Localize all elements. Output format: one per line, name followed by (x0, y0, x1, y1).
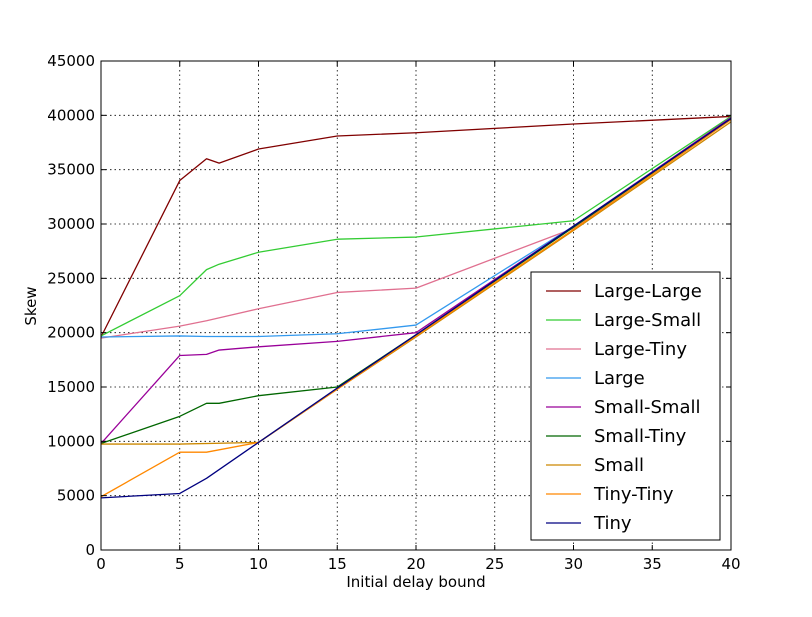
x-tick-label: 20 (406, 555, 425, 573)
x-tick-label: 5 (175, 555, 185, 573)
y-tick-label: 10000 (47, 432, 95, 450)
legend-label: Small-Small (594, 397, 700, 418)
x-axis-label: Initial delay bound (346, 573, 485, 591)
x-tick-label: 35 (643, 555, 662, 573)
series-line-large (100, 116, 732, 338)
y-tick-label: 45000 (47, 52, 95, 70)
legend-label: Large (594, 368, 645, 389)
legend-label: Large-Tiny (594, 339, 687, 360)
legend-label: Tiny-Tiny (593, 484, 674, 505)
series-line-tiny (100, 118, 732, 499)
legend-label: Large-Small (594, 310, 701, 331)
legend: Large-Large Large-Small Large-Tiny Large Sma… (530, 271, 721, 541)
y-tick-label: 25000 (47, 269, 95, 287)
y-tick-label: 20000 (47, 324, 95, 342)
series-line-large-tiny (100, 116, 732, 339)
legend-label: Small (594, 455, 644, 476)
x-tick-label: 10 (249, 555, 268, 573)
y-tick-label: 30000 (47, 215, 95, 233)
y-axis-label: Skew (22, 286, 40, 325)
y-tick-label: 40000 (47, 106, 95, 124)
legend-label: Tiny (593, 513, 632, 534)
legend-label: Large-Large (594, 281, 702, 302)
x-tick-label: 25 (485, 555, 504, 573)
y-tick-label: 5000 (57, 487, 95, 505)
x-tick-label: 40 (721, 555, 740, 573)
y-tick-label: 0 (85, 541, 95, 559)
series-lines (100, 115, 732, 499)
x-tick-label: 15 (328, 555, 347, 573)
series-line-large-large (100, 115, 732, 338)
y-tick-label: 15000 (47, 378, 95, 396)
grid (100, 60, 732, 551)
y-tick-label: 35000 (47, 161, 95, 179)
legend-label: Small-Tiny (594, 426, 687, 447)
x-tick-label: 0 (96, 555, 106, 573)
axis-ticks: 0 5 10 15 20 25 30 35 40 0 5000 10000 15000 20000 2500… (47, 52, 740, 573)
x-tick-label: 30 (564, 555, 583, 573)
legend-box (530, 271, 721, 541)
series-line-large-small (100, 115, 732, 337)
